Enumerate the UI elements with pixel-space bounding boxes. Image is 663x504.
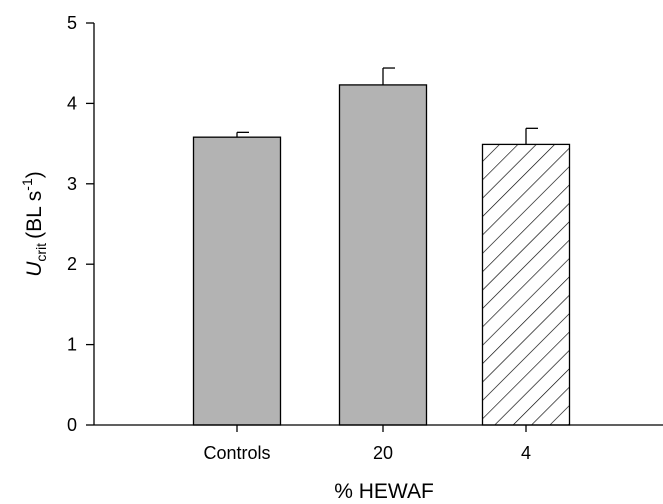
y-tick-label-3: 3 (67, 174, 77, 194)
x-tick-label-0: Controls (203, 443, 270, 463)
y-tick-label-2: 2 (67, 254, 77, 274)
bar-2 (481, 143, 571, 426)
y-ticks-layer: 0 1 2 3 4 5 (67, 13, 94, 435)
bar-0 (192, 136, 282, 426)
bar-1 (338, 84, 428, 426)
y-axis-superscript: -1 (19, 178, 35, 191)
bars-layer (192, 84, 571, 426)
y-tick-label-1: 1 (67, 335, 77, 355)
x-tick-label-2: 4 (521, 443, 531, 463)
y-tick-label-4: 4 (67, 93, 77, 113)
y-axis-units: (BL s (23, 191, 46, 239)
y-axis-subscript: crit (33, 243, 49, 262)
x-tick-label-1: 20 (373, 443, 393, 463)
y-axis-title: Ucrit (BL s-1) (19, 171, 49, 277)
error-bars-layer (236, 67, 538, 145)
y-axis-close: ) (23, 171, 46, 178)
x-ticks-layer: Controls 20 4 (203, 425, 531, 463)
y-tick-label-5: 5 (67, 13, 77, 33)
y-axis-symbol: U (23, 261, 46, 277)
y-tick-label-0: 0 (67, 415, 77, 435)
x-axis-title: % HEWAF (334, 480, 434, 503)
